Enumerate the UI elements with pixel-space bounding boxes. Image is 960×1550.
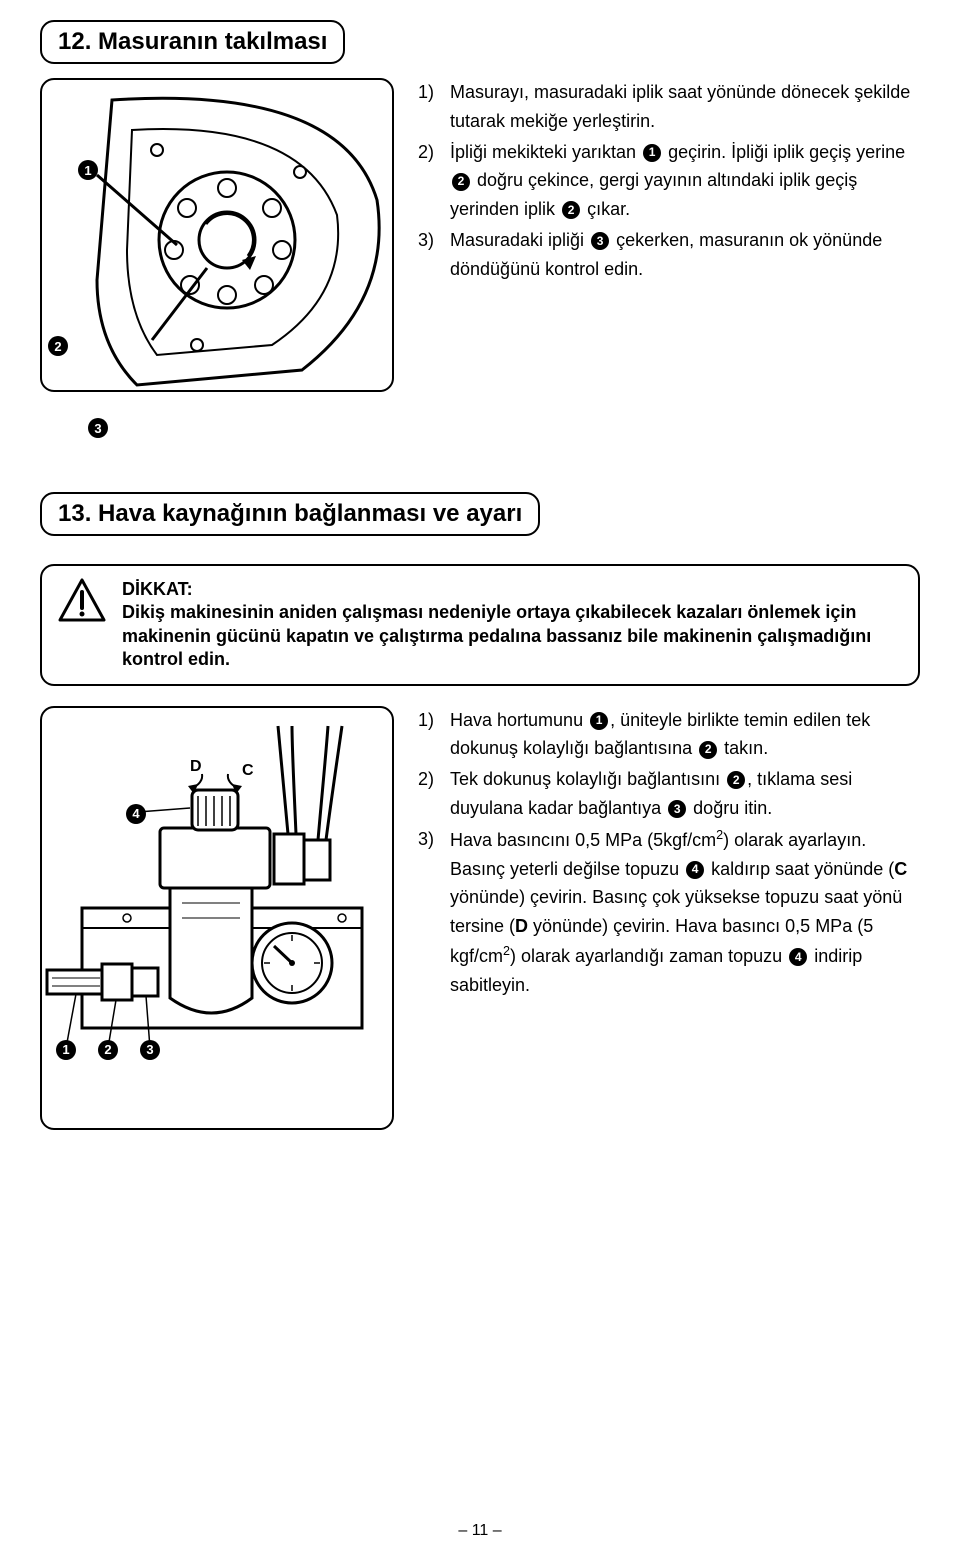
list-item: 3)Masuradaki ipliği 3 çekerken, masuranı… — [418, 226, 920, 284]
warning-text: DİKKAT: Dikiş makinesinin aniden çalışma… — [122, 578, 902, 672]
list-item: 1)Masurayı, masuradaki iplik saat yönünd… — [418, 78, 920, 136]
fig13-callout-1: 1 — [56, 1040, 76, 1060]
section-12-title: 12. Masuranın takılması — [40, 20, 345, 64]
section-13-text: 1)Hava hortumunu 1, üniteyle birlikte te… — [418, 706, 920, 1002]
list-marker: 2) — [418, 765, 450, 823]
superscript: 2 — [503, 944, 510, 958]
callout-number-icon: 2 — [562, 201, 580, 219]
figure-12 — [40, 78, 394, 392]
figure-13-svg — [42, 708, 392, 1128]
bold-text: C — [894, 859, 907, 879]
list-marker: 1) — [418, 78, 450, 136]
fig12-callout-3: 3 — [88, 418, 108, 438]
bold-text: D — [515, 916, 528, 936]
superscript: 2 — [716, 828, 723, 842]
list-marker: 3) — [418, 825, 450, 1000]
fig13-letter-C: C — [242, 762, 254, 780]
list-item: 3)Hava basıncını 0,5 MPa (5kgf/cm2) olar… — [418, 825, 920, 1000]
list-marker: 3) — [418, 226, 450, 284]
fig13-letter-D: D — [190, 758, 202, 776]
fig13-callout-3: 3 — [140, 1040, 160, 1060]
list-body: Hava basıncını 0,5 MPa (5kgf/cm2) olarak… — [450, 825, 920, 1000]
fig13-callout-2: 2 — [98, 1040, 118, 1060]
callout-number-icon: 3 — [591, 232, 609, 250]
warning-body: Dikiş makinesinin aniden çalışması neden… — [122, 601, 902, 671]
callout-number-icon: 2 — [452, 173, 470, 191]
callout-number-icon: 1 — [643, 144, 661, 162]
list-marker: 1) — [418, 706, 450, 764]
list-item: 1)Hava hortumunu 1, üniteyle birlikte te… — [418, 706, 920, 764]
warning-icon — [58, 578, 106, 627]
fig12-callout-2: 2 — [48, 336, 68, 356]
list-body: Tek dokunuş kolaylığı bağlantısını 2, tı… — [450, 765, 920, 823]
list-item: 2)Tek dokunuş kolaylığı bağlantısını 2, … — [418, 765, 920, 823]
page-number: – 11 – — [0, 1522, 960, 1540]
fig13-callout-4: 4 — [126, 804, 146, 824]
list-body: İpliği mekikteki yarıktan 1 geçirin. İpl… — [450, 138, 920, 224]
callout-number-icon: 2 — [727, 771, 745, 789]
callout-number-icon: 4 — [686, 861, 704, 879]
section-12-text: 1)Masurayı, masuradaki iplik saat yönünd… — [418, 78, 920, 286]
figure-12-svg — [42, 80, 392, 390]
callout-number-icon: 1 — [590, 712, 608, 730]
list-body: Hava hortumunu 1, üniteyle birlikte temi… — [450, 706, 920, 764]
section-13-title: 13. Hava kaynağının bağlanması ve ayarı — [40, 492, 540, 536]
callout-number-icon: 3 — [668, 800, 686, 818]
warning-heading: DİKKAT: — [122, 578, 902, 601]
list-item: 2)İpliği mekikteki yarıktan 1 geçirin. İ… — [418, 138, 920, 224]
list-body: Masurayı, masuradaki iplik saat yönünde … — [450, 78, 920, 136]
callout-number-icon: 4 — [789, 948, 807, 966]
fig12-callout-1: 1 — [78, 160, 98, 180]
warning-box: DİKKAT: Dikiş makinesinin aniden çalışma… — [40, 564, 920, 686]
list-body: Masuradaki ipliği 3 çekerken, masuranın … — [450, 226, 920, 284]
callout-number-icon: 2 — [699, 741, 717, 759]
figure-13: D C 4 1 2 3 — [40, 706, 394, 1130]
list-marker: 2) — [418, 138, 450, 224]
